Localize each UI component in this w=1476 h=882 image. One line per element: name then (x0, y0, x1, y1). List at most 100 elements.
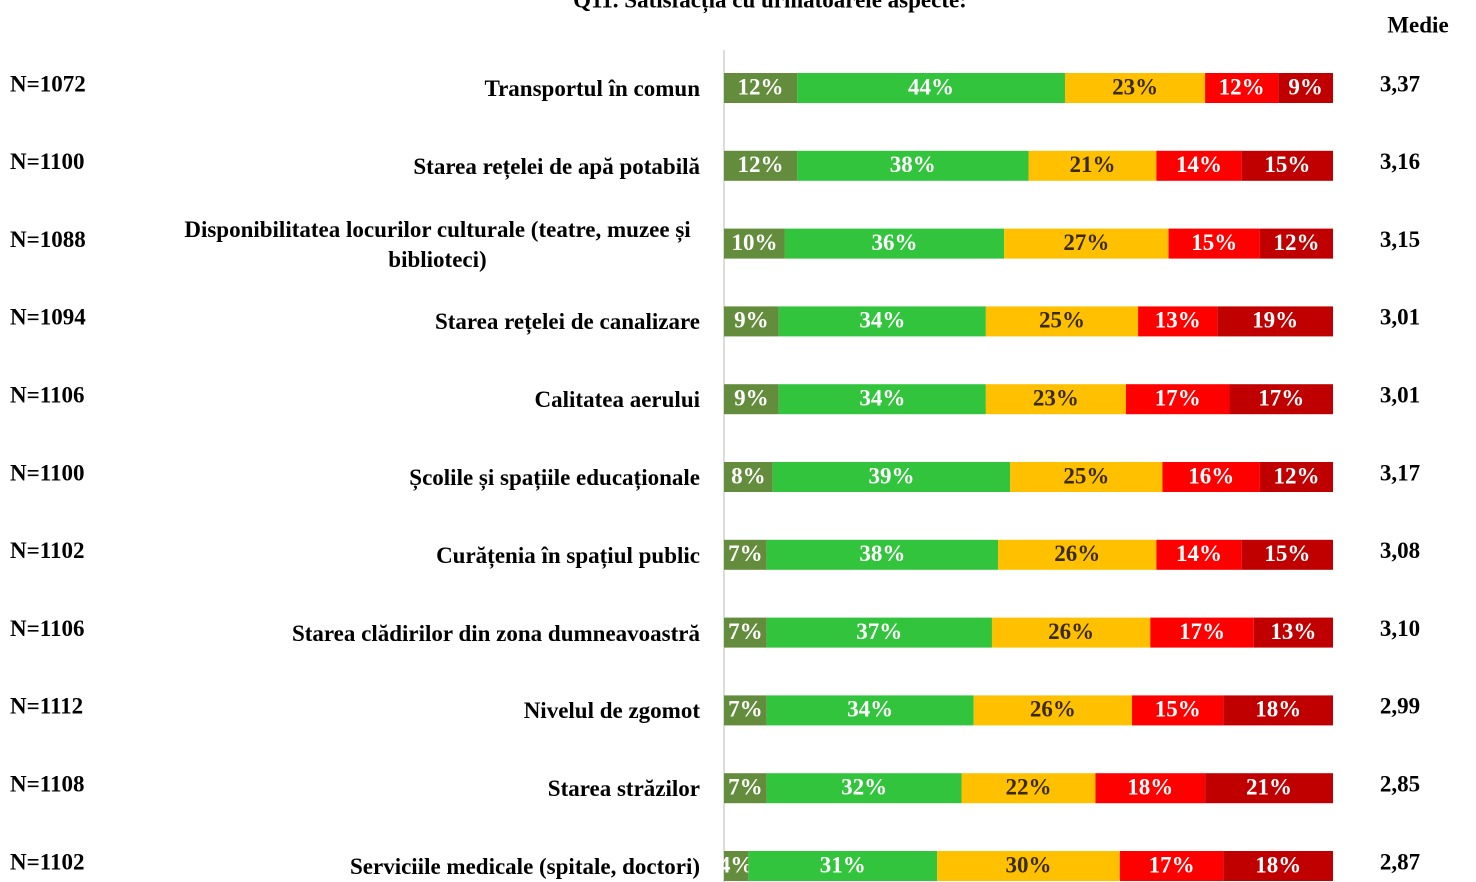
value-label: 7% (728, 619, 763, 644)
bar-segment (961, 773, 1096, 804)
bar-segment (1132, 695, 1224, 726)
bar-segment (766, 539, 999, 570)
value-label: 18% (1255, 697, 1301, 722)
bar-segment (985, 384, 1126, 415)
value-label: 37% (856, 619, 902, 644)
value-label: 4% (719, 852, 754, 877)
bar-segment (1223, 851, 1333, 881)
bar-segment (724, 150, 798, 181)
n-label: N=1108 (10, 771, 84, 796)
value-label: 13% (1270, 619, 1316, 644)
n-label: N=1100 (10, 460, 84, 485)
mean-value: 3,17 (1380, 460, 1420, 485)
bar-segment (1156, 539, 1242, 570)
bar-segment (1162, 462, 1260, 492)
bar-segment (724, 306, 779, 337)
n-label: N=1102 (10, 538, 84, 563)
value-label: 12% (1219, 74, 1265, 99)
value-label: 15% (1264, 152, 1310, 177)
bar-segment (1095, 773, 1206, 804)
mean-value: 2,99 (1380, 694, 1420, 719)
value-label: 38% (890, 152, 936, 177)
category-text: Starea clădirilor din zona dumneavoastră (291, 620, 700, 646)
bar-segment (1119, 851, 1224, 881)
value-label: 31% (820, 852, 866, 877)
bar-segment (724, 384, 779, 415)
value-label: 8% (731, 463, 766, 488)
value-label: 7% (728, 541, 763, 566)
category-text: Starea rețelei de canalizare (434, 309, 700, 335)
value-label: 14% (1176, 541, 1222, 566)
category-label: Disponibilitatea locurilor culturale (te… (175, 215, 700, 275)
value-label: 7% (728, 697, 763, 722)
mean-value: 3,16 (1380, 149, 1420, 174)
value-label: 34% (847, 697, 893, 722)
bar-segment (1229, 384, 1333, 415)
category-label: Starea străzilor (548, 774, 700, 804)
n-label: N=1100 (10, 149, 84, 174)
value-label: 17% (1149, 852, 1195, 877)
value-label: 9% (734, 385, 769, 410)
bar-segment (985, 306, 1139, 337)
bar-segment (1223, 695, 1333, 726)
category-text: Curățenia în spațiul public (436, 542, 700, 568)
bar-segment (973, 695, 1133, 726)
bar-segment (724, 462, 773, 492)
bar-segment (998, 539, 1157, 570)
bar-segment (724, 695, 767, 726)
bar-segment (1065, 73, 1206, 103)
n-label: N=1112 (10, 694, 83, 719)
n-label: N=1106 (10, 616, 84, 641)
value-label: 18% (1127, 774, 1173, 799)
bar-segment (772, 462, 1011, 492)
bar-segment (1150, 617, 1254, 648)
value-label: 39% (868, 463, 914, 488)
bar-segment (784, 228, 1005, 259)
value-label: 23% (1112, 74, 1158, 99)
bar-segment (1004, 228, 1169, 259)
value-label: 26% (1054, 541, 1100, 566)
value-label: 16% (1188, 463, 1234, 488)
bar-segment (1010, 462, 1163, 492)
bar-segment (724, 228, 785, 259)
bar-segment (778, 306, 986, 337)
value-label: 17% (1179, 619, 1225, 644)
value-label: 13% (1155, 308, 1201, 333)
bar-segment (1259, 462, 1333, 492)
value-label: 10% (731, 230, 777, 255)
bar-segment (1168, 228, 1260, 259)
mean-value: 3,01 (1380, 305, 1420, 330)
category-label: Curățenia în spațiul public (436, 541, 700, 571)
bar-segment (724, 73, 798, 103)
value-label: 7% (728, 774, 763, 799)
value-label: 9% (1288, 74, 1323, 99)
value-label: 15% (1264, 541, 1310, 566)
bar-segment (1205, 773, 1333, 804)
category-label: Serviciile medicale (spitale, doctori) (350, 852, 700, 882)
bar-segment (1241, 150, 1333, 181)
mean-value: 2,85 (1380, 771, 1420, 796)
category-text: Școlile și spațiile educaționale (409, 465, 700, 490)
value-label: 12% (738, 152, 784, 177)
value-label: 26% (1030, 697, 1076, 722)
bar-segment (724, 617, 767, 648)
value-label: 15% (1191, 230, 1237, 255)
bar-segment (937, 851, 1120, 881)
value-label: 17% (1258, 385, 1304, 410)
mean-value: 2,87 (1380, 849, 1420, 874)
value-label: 34% (859, 308, 905, 333)
value-label: 38% (859, 541, 905, 566)
value-label: 12% (1273, 463, 1319, 488)
bar-segment (1156, 150, 1242, 181)
value-label: 23% (1033, 385, 1079, 410)
value-label: 36% (872, 230, 918, 255)
value-label: 32% (841, 774, 887, 799)
category-text: Calitatea aerului (534, 387, 700, 413)
bar-segment (1125, 384, 1230, 415)
value-label: 19% (1252, 308, 1298, 333)
value-label: 14% (1176, 152, 1222, 177)
bar-segment (1028, 150, 1157, 181)
mean-value: 3,15 (1380, 227, 1420, 252)
category-text: Nivelul de zgomot (523, 698, 700, 724)
